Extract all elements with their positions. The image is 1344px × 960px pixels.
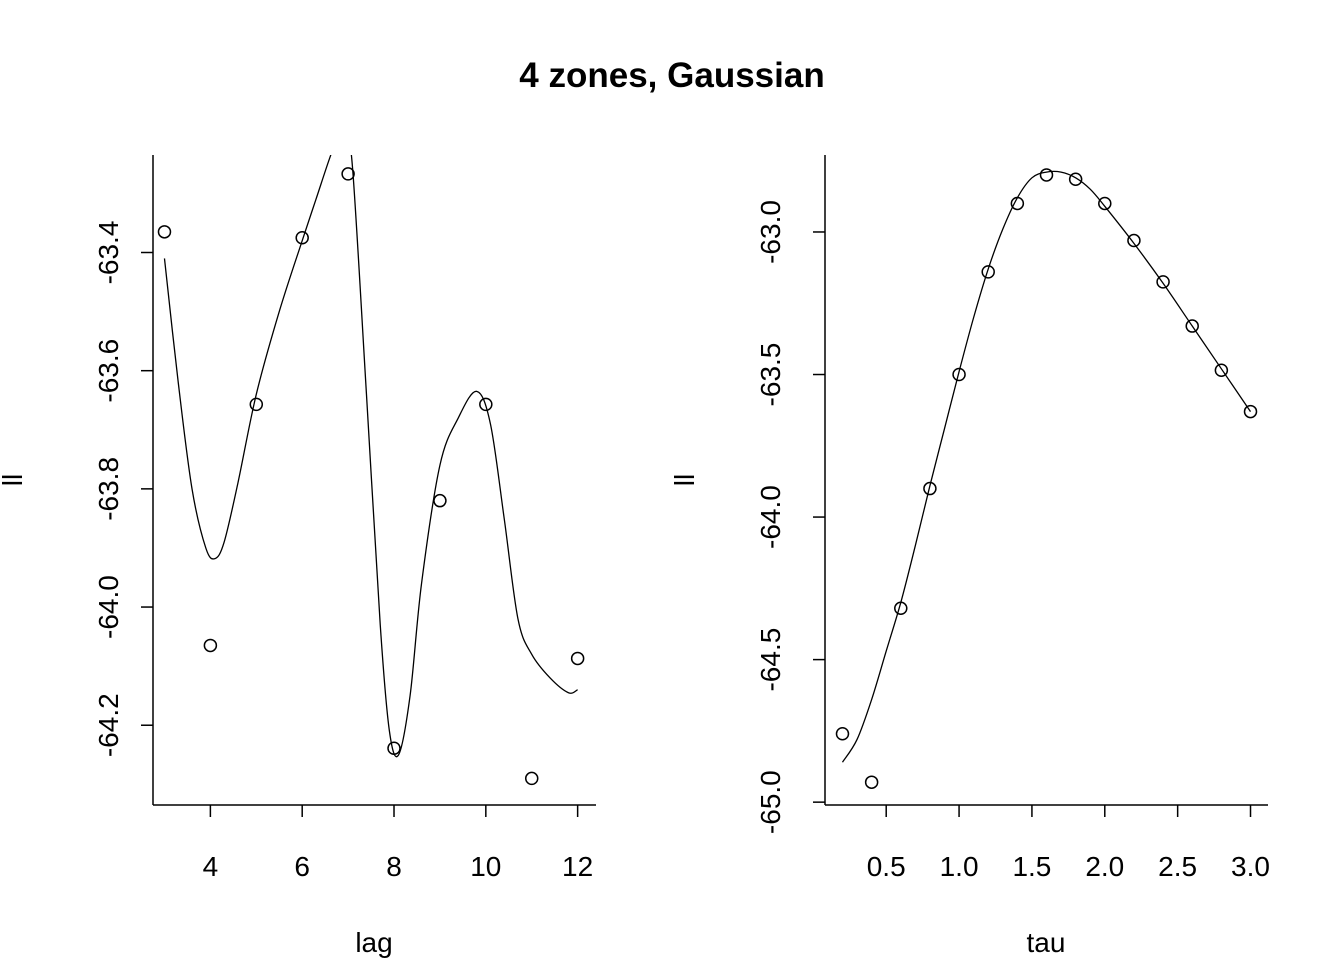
x-tick-label: 0.5 [867,851,906,882]
x-tick-label: 10 [470,851,501,882]
data-point [479,397,493,412]
data-point [157,225,172,239]
x-tick-label: 8 [386,851,402,882]
y-tick-label: -63.6 [93,339,124,403]
data-point [952,367,966,382]
y-axis-title: ll [669,474,700,486]
data-point [1185,319,1199,333]
x-tick-label: 4 [203,851,219,882]
y-tick-label: -63.5 [755,343,786,407]
plot-panel-lag: 4 6 8 10 12 -63.4 -63.6 -63.8 -64.0 -64.2 lag ll [0,155,596,958]
chart-title: 4 zones, Gaussian [519,56,825,95]
y-tick-label: -65.0 [755,770,786,834]
data-point [1156,275,1170,289]
y-tick-label: -64.2 [93,693,124,757]
data-point [249,397,264,412]
x-tick-label: 6 [294,851,310,882]
fitted-curve [841,170,1252,763]
x-axis-title: tau [1027,927,1066,958]
y-tick-label: -63.8 [93,457,124,521]
y-axis-title: ll [0,474,28,486]
data-point [864,775,879,789]
data-point [1127,233,1141,248]
x-tick-label: 2.0 [1085,851,1124,882]
data-point [570,651,585,666]
x-tick-label: 2.5 [1158,851,1197,882]
x-tick-label: 3.0 [1231,851,1270,882]
data-point [835,726,850,741]
y-tick-label: -64.0 [755,485,786,549]
data-point [1214,363,1229,377]
data-point [524,771,539,786]
data-point [433,493,447,508]
fitted-curve [163,155,578,758]
x-axis-title: lag [355,927,392,958]
data-point [923,481,937,496]
data-point [341,167,355,181]
x-tick-label: 12 [562,851,593,882]
x-tick-label: 1.0 [940,851,979,882]
data-point [894,601,908,616]
x-tick-label: 1.5 [1012,851,1051,882]
data-point [981,265,995,279]
data-point [1010,196,1025,211]
data-point [1243,404,1258,419]
data-point [1098,196,1112,211]
data-point [387,741,401,756]
plot-panel-tau: 0.5 1.0 1.5 2.0 2.5 3.0 -63.0 -63.5 -64.0 -64.5 -6… [669,155,1270,958]
y-tick-label: -64.5 [755,628,786,692]
y-tick-label: -63.0 [755,200,786,264]
data-point [1039,168,1054,182]
y-tick-label: -63.4 [93,221,124,285]
data-point [1068,172,1083,186]
data-point [295,230,309,245]
y-tick-label: -64.0 [93,575,124,639]
data-point [203,638,218,653]
